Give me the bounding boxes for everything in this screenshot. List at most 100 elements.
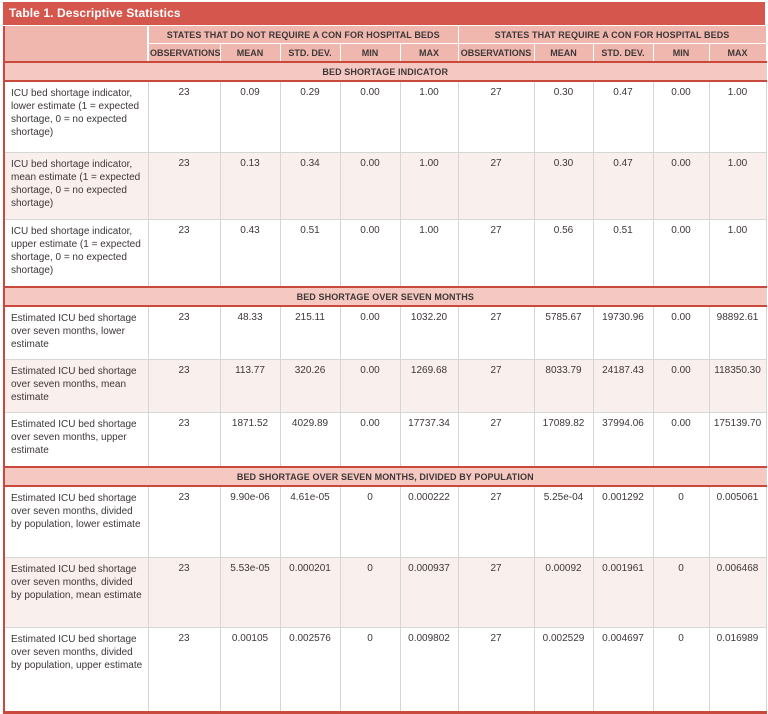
data-cell: 320.26: [279, 359, 341, 413]
data-cell: 0.00: [339, 152, 401, 220]
table-header: STATES THAT DO NOT REQUIRE A CON FOR HOS…: [4, 25, 767, 63]
subheader-no-con-0: OBSERVATIONS: [147, 43, 221, 63]
data-cell: 0.13: [219, 152, 281, 220]
data-cell: 0.002529: [533, 627, 594, 713]
group-header-row: STATES THAT DO NOT REQUIRE A CON FOR HOS…: [4, 25, 767, 63]
table-title-bar: Table 1. Descriptive Statistics: [3, 2, 765, 25]
table-row: Estimated ICU bed shortage over seven mo…: [3, 412, 767, 468]
data-cell: 4029.89: [279, 412, 341, 468]
row-label: ICU bed shortage indicator, upper estima…: [3, 219, 149, 288]
subheader-con-3: MIN: [652, 43, 710, 63]
data-cell: 1.00: [708, 80, 767, 153]
data-cell: 0.00: [339, 80, 401, 153]
data-cell: 27: [457, 557, 535, 628]
data-cell: 27: [457, 219, 535, 288]
descriptive-statistics-table: STATES THAT DO NOT REQUIRE A CON FOR HOS…: [3, 25, 767, 714]
data-cell: 1871.52: [219, 412, 281, 468]
data-cell: 27: [457, 485, 535, 558]
data-cell: 0.00: [652, 359, 710, 413]
section-header: BED SHORTAGE OVER SEVEN MONTHS, DIVIDED …: [4, 466, 767, 487]
table-row: ICU bed shortage indicator, upper estima…: [3, 219, 767, 288]
corner-cell: [4, 25, 149, 63]
data-cell: 23: [147, 627, 221, 713]
data-cell: 1032.20: [399, 305, 459, 360]
row-label: Estimated ICU bed shortage over seven mo…: [3, 359, 149, 413]
data-cell: 4.61e-05: [279, 485, 341, 558]
data-cell: 0.09: [219, 80, 281, 153]
section-band-row: BED SHORTAGE OVER SEVEN MONTHS, DIVIDED …: [4, 466, 767, 487]
data-cell: 5.53e-05: [219, 557, 281, 628]
subheader-con-2: STD. DEV.: [592, 43, 654, 63]
data-cell: 23: [147, 412, 221, 468]
subheader-con-0: OBSERVATIONS: [457, 43, 535, 63]
data-cell: 118350.30: [708, 359, 767, 413]
data-cell: 0.51: [279, 219, 341, 288]
data-cell: 1.00: [399, 219, 459, 288]
data-cell: 0.016989: [708, 627, 767, 713]
row-label: ICU bed shortage indicator, mean estimat…: [3, 152, 149, 220]
data-cell: 0.56: [533, 219, 594, 288]
data-cell: 1.00: [399, 80, 459, 153]
table-row: Estimated ICU bed shortage over seven mo…: [3, 557, 767, 628]
data-cell: 23: [147, 359, 221, 413]
data-cell: 0.005061: [708, 485, 767, 558]
data-cell: 1269.68: [399, 359, 459, 413]
data-cell: 0: [339, 627, 401, 713]
data-cell: 23: [147, 305, 221, 360]
subheader-con-4: MAX: [708, 43, 767, 63]
data-cell: 27: [457, 152, 535, 220]
data-cell: 27: [457, 412, 535, 468]
data-cell: 0.43: [219, 219, 281, 288]
subheader-no-con-3: MIN: [339, 43, 401, 63]
data-cell: 23: [147, 485, 221, 558]
data-cell: 5785.67: [533, 305, 594, 360]
data-cell: 27: [457, 305, 535, 360]
data-cell: 0.00: [652, 80, 710, 153]
table-row: Estimated ICU bed shortage over seven mo…: [3, 627, 767, 713]
group-header-con: STATES THAT REQUIRE A CON FOR HOSPITAL B…: [457, 25, 767, 44]
section-header: BED SHORTAGE OVER SEVEN MONTHS: [4, 286, 767, 307]
data-cell: 24187.43: [592, 359, 654, 413]
data-cell: 0.002576: [279, 627, 341, 713]
data-cell: 0.30: [533, 152, 594, 220]
data-cell: 17737.34: [399, 412, 459, 468]
data-cell: 0.00: [652, 152, 710, 220]
data-cell: 215.11: [279, 305, 341, 360]
row-label: ICU bed shortage indicator, lower estima…: [3, 80, 149, 153]
data-cell: 113.77: [219, 359, 281, 413]
table-row: Estimated ICU bed shortage over seven mo…: [3, 359, 767, 413]
data-cell: 0.34: [279, 152, 341, 220]
data-cell: 1.00: [708, 152, 767, 220]
data-cell: 37994.06: [592, 412, 654, 468]
data-cell: 1.00: [708, 219, 767, 288]
table-row: ICU bed shortage indicator, lower estima…: [3, 80, 767, 153]
data-cell: 23: [147, 80, 221, 153]
data-cell: 23: [147, 219, 221, 288]
data-cell: 0: [652, 627, 710, 713]
data-cell: 17089.82: [533, 412, 594, 468]
data-cell: 27: [457, 359, 535, 413]
subheader-no-con-4: MAX: [399, 43, 459, 63]
group-header-no-con: STATES THAT DO NOT REQUIRE A CON FOR HOS…: [147, 25, 459, 44]
data-cell: 27: [457, 627, 535, 713]
data-cell: 0.51: [592, 219, 654, 288]
data-cell: 0.006468: [708, 557, 767, 628]
table-row: Estimated ICU bed shortage over seven mo…: [3, 305, 767, 360]
data-cell: 0.30: [533, 80, 594, 153]
subheader-con-1: MEAN: [533, 43, 594, 63]
data-cell: 0.009802: [399, 627, 459, 713]
table-row: Estimated ICU bed shortage over seven mo…: [3, 485, 767, 558]
row-label: Estimated ICU bed shortage over seven mo…: [3, 557, 149, 628]
data-cell: 0: [652, 485, 710, 558]
data-cell: 23: [147, 557, 221, 628]
data-cell: 0.00: [652, 219, 710, 288]
data-cell: 0.000201: [279, 557, 341, 628]
data-cell: 0.001292: [592, 485, 654, 558]
row-label: Estimated ICU bed shortage over seven mo…: [3, 305, 149, 360]
data-cell: 0.00092: [533, 557, 594, 628]
subheader-no-con-2: STD. DEV.: [279, 43, 341, 63]
table-body: BED SHORTAGE INDICATOR ICU bed shortage i…: [3, 61, 767, 713]
section-band-row: BED SHORTAGE INDICATOR: [4, 61, 767, 82]
row-label: Estimated ICU bed shortage over seven mo…: [3, 485, 149, 558]
subheader-no-con-1: MEAN: [219, 43, 281, 63]
